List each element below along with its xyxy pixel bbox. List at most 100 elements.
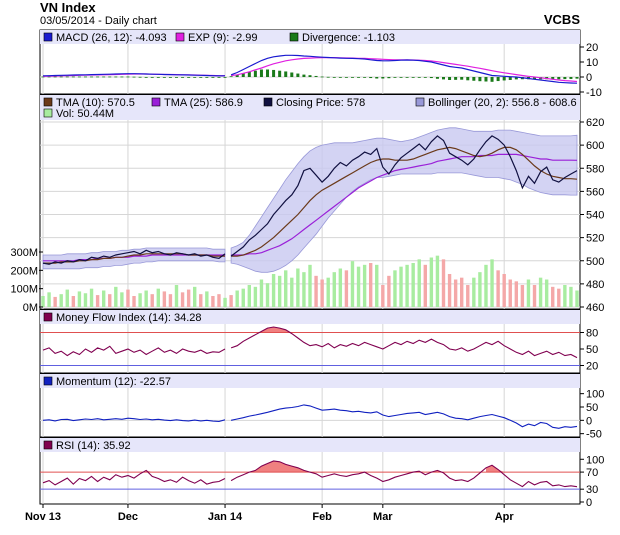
rsi-legend-bg [40, 438, 580, 452]
volume-bar [368, 263, 373, 307]
volume-bar [284, 270, 288, 307]
macd-divergence-bar [217, 77, 221, 78]
macd-divergence-bar [108, 76, 112, 78]
volume-bar [180, 292, 185, 307]
volume-bar [326, 277, 330, 307]
volume-bar [101, 290, 106, 307]
macd-divergence-bar [162, 77, 166, 78]
volume-bar [344, 270, 349, 307]
momentum-ytick-label: 100 [586, 389, 604, 401]
volume-bar [490, 259, 494, 307]
macd-legend-bg [40, 30, 580, 44]
volume-bar [544, 279, 549, 307]
macd-divergence-bar [296, 73, 300, 77]
volume-tick-label: 0M [23, 302, 38, 314]
volume-bar [253, 286, 258, 307]
macd-legend-label: MACD (26, 12): -4.093 [56, 32, 167, 44]
macd-divergence-bar [563, 77, 567, 80]
price-legend-label: TMA (10): 570.5 [56, 97, 135, 109]
brand-label: VCBS [544, 12, 580, 27]
volume-bar [71, 296, 76, 307]
volume-bar [478, 272, 482, 307]
price-legend-label: Closing Price: 578 [276, 97, 365, 109]
price-ytick-label: 540 [586, 210, 604, 222]
macd-divergence-bar [369, 77, 373, 79]
macd-divergence-bar [211, 77, 215, 78]
volume-bar [405, 264, 409, 307]
momentum-line [42, 404, 578, 429]
xtick-label: Apr [495, 511, 515, 523]
volume-bar [211, 296, 215, 307]
volume-bar [95, 295, 100, 307]
price-legend-swatch [151, 97, 161, 107]
macd-divergence-bar [53, 76, 57, 78]
chart-title: VN Index [40, 0, 96, 15]
macd-divergence-bar [223, 77, 227, 78]
macd-divergence-bar [533, 77, 537, 80]
macd-divergence-bar [235, 74, 239, 77]
macd-legend-swatch [43, 32, 53, 42]
macd-legend-swatch [175, 32, 185, 42]
volume-bar [186, 289, 191, 307]
rsi-ytick-label: 0 [586, 497, 592, 509]
volume-bar [265, 283, 270, 307]
volume-bar [59, 294, 63, 307]
macd-divergence-bar [454, 77, 458, 80]
macd-divergence-bar [302, 74, 306, 77]
macd-divergence-bar [247, 71, 251, 77]
volume-bar [356, 266, 361, 307]
price-legend-swatch [43, 97, 53, 107]
macd-divergence-bar [290, 72, 294, 77]
macd-divergence-bar [278, 70, 282, 77]
volume-bar [241, 288, 245, 307]
volume-bar [453, 279, 458, 307]
macd-divergence-bar [387, 77, 391, 79]
volume-bar [332, 272, 336, 307]
xtick-label: Feb [312, 511, 332, 523]
price-ytick-label: 620 [586, 117, 604, 129]
macd-divergence-bar [417, 77, 421, 78]
mfi-legend-bg [40, 310, 580, 324]
volume-bar [150, 294, 154, 307]
price-ytick-label: 480 [586, 279, 604, 291]
volume-tick-label: 100M [10, 284, 38, 296]
macd-divergence-bar [65, 76, 69, 78]
macd-divergence-bar [496, 77, 500, 82]
volume-bar [399, 266, 403, 307]
macd-divergence-bar [363, 77, 367, 78]
volume-bar [205, 291, 209, 307]
macd-divergence-bar [138, 76, 142, 78]
xtick-label: Nov 13 [25, 511, 61, 523]
macd-divergence-bar [375, 77, 379, 79]
volume-bar [441, 259, 446, 307]
macd-divergence-bar [448, 77, 452, 80]
mfi-ytick-label: 20 [586, 361, 598, 373]
price-ytick-label: 520 [586, 233, 604, 245]
volume-bar [508, 279, 512, 307]
macd-divergence-bar [332, 77, 336, 78]
volume-bar [375, 264, 379, 307]
macd-divergence-bar [405, 77, 409, 78]
x-axis: Nov 13 Dec Jan 14 Feb Mar Apr [25, 504, 514, 523]
price-ytick-label: 580 [586, 163, 604, 175]
macd-divergence-bar [575, 77, 579, 79]
macd-panel: MACD (26, 12): -4.093 EXP (9): -2.99 Diver… [39, 29, 602, 99]
macd-divergence-bar [259, 69, 263, 77]
volume-bar [526, 279, 531, 307]
volume-bar [89, 288, 94, 307]
volume-bar [65, 289, 69, 307]
mfi-overbought-area [261, 327, 292, 333]
volume-bar [569, 286, 573, 307]
macd-divergence-bar [435, 77, 439, 79]
volume-bar [302, 272, 306, 307]
macd-ytick-label: -10 [586, 87, 602, 99]
volume-bar [235, 290, 239, 307]
volume-bar [247, 285, 252, 307]
volume-bar [126, 289, 130, 307]
volume-bar [532, 285, 537, 307]
macd-divergence-bar [344, 77, 348, 78]
volume-bar [53, 296, 57, 307]
price-close-line [42, 135, 578, 265]
momentum-legend-label: Momentum (12): -22.57 [56, 376, 171, 388]
